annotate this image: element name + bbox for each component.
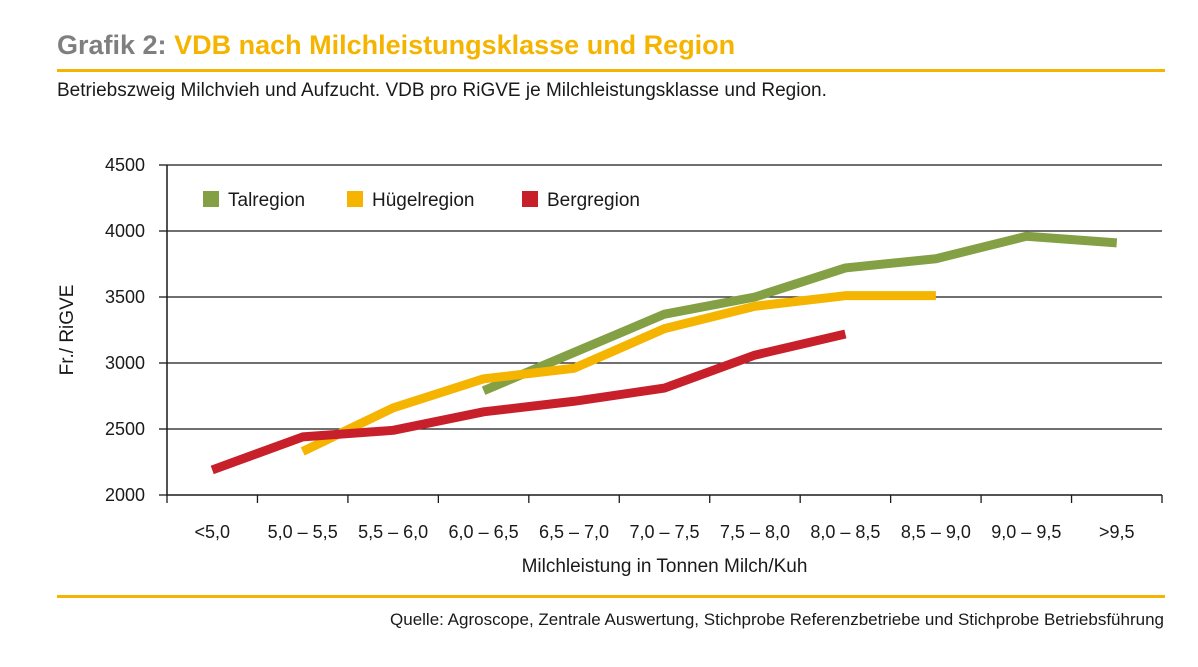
axes <box>159 164 1163 503</box>
y-tick-label: 4500 <box>105 155 145 175</box>
legend-label: Talregion <box>228 190 305 211</box>
x-tick-label: 5,5 – 6,0 <box>358 522 428 542</box>
chart-subtitle: Betriebszweig Milchvieh und Aufzucht. VD… <box>57 80 827 101</box>
legend: Talregion Hügelregion Bergregion <box>203 190 640 211</box>
y-tick-labels: 2000 2500 3000 3500 4000 4500 <box>105 155 145 505</box>
grid-lines <box>167 164 1162 430</box>
x-tick-label: 6,0 – 6,5 <box>449 522 519 542</box>
y-tick-label: 3000 <box>105 353 145 373</box>
title-divider <box>57 69 1165 72</box>
chart-title-main: VDB nach Milchleistungsklasse und Region <box>174 30 736 60</box>
x-tick-label: >9,5 <box>1099 522 1135 542</box>
legend-swatch <box>203 191 219 207</box>
legend-label: Bergregion <box>547 190 640 211</box>
x-tick-label: 8,0 – 8,5 <box>810 522 880 542</box>
y-tick-label: 3500 <box>105 287 145 307</box>
x-tick-label: 9,0 – 9,5 <box>991 522 1061 542</box>
legend-swatch <box>522 191 538 207</box>
legend-label: Hügelregion <box>372 190 474 211</box>
x-tick-label: 7,0 – 7,5 <box>629 522 699 542</box>
series-lines <box>210 231 1118 475</box>
x-axis-label: Milchleistung in Tonnen Milch/Kuh <box>522 556 808 577</box>
legend-swatch <box>347 191 363 207</box>
series-line-hügelregion <box>300 291 936 456</box>
chart-title-prefix: Grafik 2: <box>57 30 167 60</box>
y-tick-label: 4000 <box>105 221 145 241</box>
x-tick-label: 7,5 – 8,0 <box>720 522 790 542</box>
y-tick-label: 2000 <box>105 485 145 505</box>
chart-title: Grafik 2: VDB nach Milchleistungsklasse … <box>57 30 735 61</box>
x-tick-label: 6,5 – 7,0 <box>539 522 609 542</box>
y-tick-label: 2500 <box>105 419 145 439</box>
series-line-talregion <box>481 231 1118 395</box>
x-tick-label: <5,0 <box>194 522 230 542</box>
x-tick-label: 8,5 – 9,0 <box>901 522 971 542</box>
source-note: Quelle: Agroscope, Zentrale Auswertung, … <box>390 610 1164 629</box>
source-divider <box>57 595 1165 598</box>
x-tick-label: 5,0 – 5,5 <box>268 522 338 542</box>
y-axis-label: Fr./ RiGVE <box>57 285 78 376</box>
x-tick-labels: <5,0 5,0 – 5,5 5,5 – 6,0 6,0 – 6,5 6,5 – 7,0… <box>194 522 1134 542</box>
series-line-bergregion <box>210 329 847 475</box>
